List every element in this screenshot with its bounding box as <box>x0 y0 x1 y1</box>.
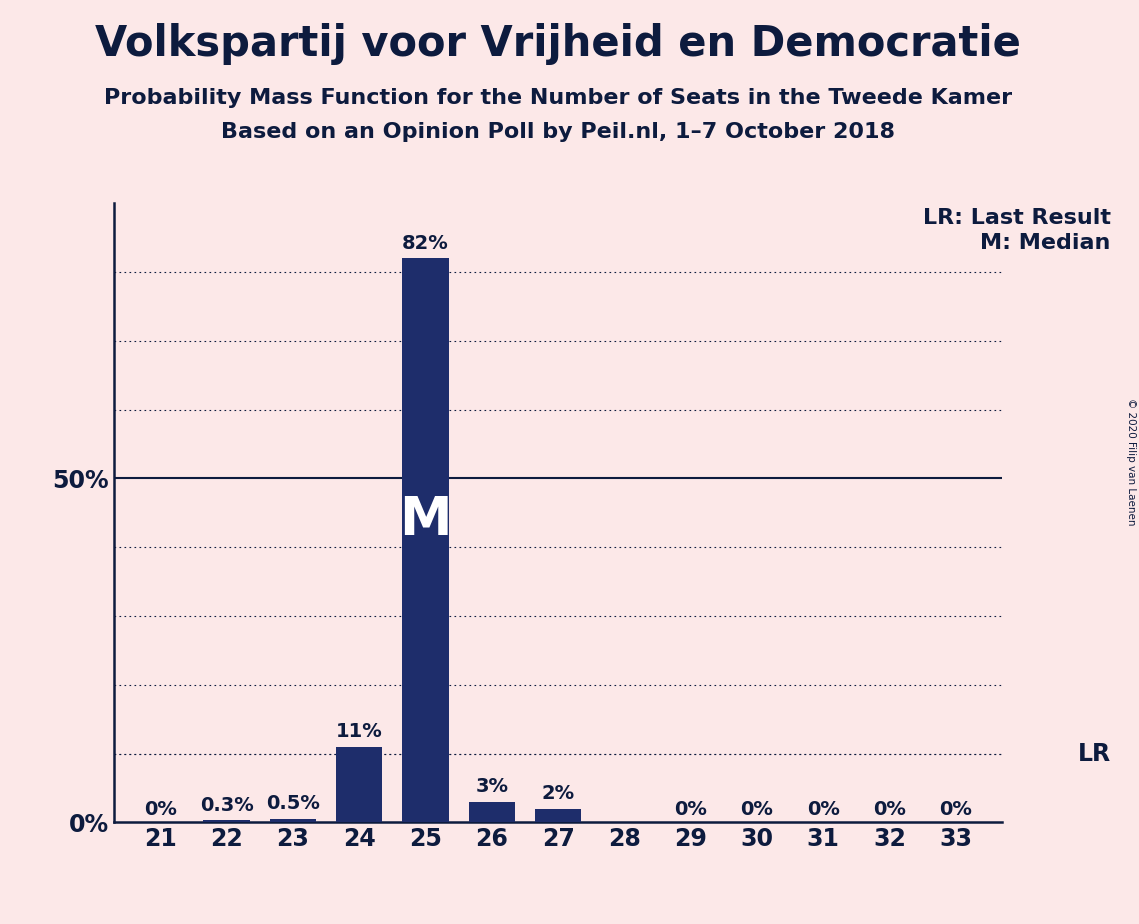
Text: 0%: 0% <box>806 800 839 819</box>
Text: LR: Last Result: LR: Last Result <box>923 208 1111 228</box>
Bar <box>270 819 317 822</box>
Text: 3%: 3% <box>475 777 508 796</box>
Bar <box>204 821 249 822</box>
Text: 2%: 2% <box>541 784 575 803</box>
Bar <box>535 808 581 822</box>
Text: 11%: 11% <box>336 723 383 741</box>
Text: 0.5%: 0.5% <box>267 795 320 813</box>
Text: LR: LR <box>1077 742 1111 766</box>
Text: 0%: 0% <box>940 800 973 819</box>
Text: 0%: 0% <box>144 800 177 819</box>
Bar <box>402 259 449 822</box>
Text: 0%: 0% <box>740 800 773 819</box>
Text: Probability Mass Function for the Number of Seats in the Tweede Kamer: Probability Mass Function for the Number… <box>104 88 1013 108</box>
Bar <box>468 802 515 822</box>
Text: Based on an Opinion Poll by Peil.nl, 1–7 October 2018: Based on an Opinion Poll by Peil.nl, 1–7… <box>221 122 895 142</box>
Text: M: Median: M: Median <box>981 233 1111 253</box>
Text: 0.3%: 0.3% <box>199 796 254 815</box>
Text: M: M <box>400 493 452 546</box>
Text: 82%: 82% <box>402 234 449 253</box>
Text: © 2020 Filip van Laenen: © 2020 Filip van Laenen <box>1126 398 1136 526</box>
Text: 0%: 0% <box>674 800 707 819</box>
Bar <box>336 747 383 822</box>
Text: 0%: 0% <box>874 800 906 819</box>
Text: Volkspartij voor Vrijheid en Democratie: Volkspartij voor Vrijheid en Democratie <box>96 23 1021 65</box>
